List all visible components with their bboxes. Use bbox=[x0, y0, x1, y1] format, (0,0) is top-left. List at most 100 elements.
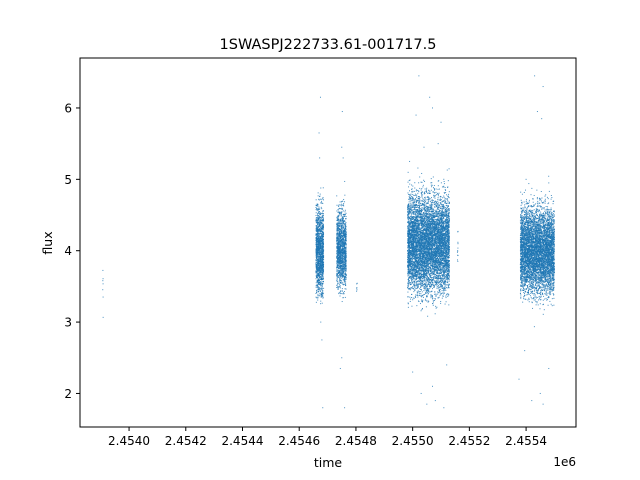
data-point bbox=[339, 212, 340, 213]
data-point bbox=[316, 302, 317, 303]
data-point bbox=[340, 237, 341, 238]
data-point bbox=[430, 283, 431, 284]
data-point bbox=[320, 236, 321, 237]
data-point bbox=[342, 255, 343, 256]
data-point bbox=[336, 260, 337, 261]
data-point bbox=[340, 279, 341, 280]
data-point bbox=[320, 194, 321, 195]
data-point bbox=[337, 216, 338, 217]
data-point bbox=[316, 278, 317, 279]
data-point bbox=[323, 269, 324, 270]
data-point bbox=[346, 247, 347, 248]
data-point bbox=[344, 195, 345, 196]
data-point bbox=[319, 270, 320, 271]
data-point bbox=[433, 279, 434, 280]
data-point bbox=[340, 368, 341, 369]
data-point bbox=[344, 237, 345, 238]
data-point bbox=[417, 193, 418, 194]
data-point bbox=[344, 257, 345, 258]
data-point bbox=[344, 214, 345, 215]
data-point bbox=[437, 291, 438, 292]
data-point bbox=[342, 301, 343, 302]
data-point bbox=[322, 249, 323, 250]
data-point bbox=[340, 283, 341, 284]
data-point bbox=[317, 243, 318, 244]
data-point bbox=[323, 218, 324, 219]
data-point bbox=[319, 196, 320, 197]
data-point bbox=[440, 277, 441, 278]
data-point bbox=[340, 251, 341, 252]
data-point bbox=[322, 225, 323, 226]
data-point bbox=[442, 281, 443, 282]
data-points bbox=[102, 75, 555, 408]
data-point bbox=[337, 271, 338, 272]
data-point bbox=[338, 242, 339, 243]
data-point bbox=[342, 233, 343, 234]
data-point bbox=[322, 223, 323, 224]
data-point bbox=[445, 207, 446, 208]
data-point bbox=[339, 282, 340, 283]
data-point bbox=[320, 237, 321, 238]
data-point bbox=[345, 228, 346, 229]
data-point bbox=[337, 254, 338, 255]
data-point bbox=[322, 248, 323, 249]
data-point bbox=[427, 281, 428, 282]
data-point bbox=[338, 254, 339, 255]
data-point bbox=[316, 258, 317, 259]
data-point bbox=[414, 188, 415, 189]
data-point bbox=[319, 208, 320, 209]
data-point bbox=[344, 271, 345, 272]
data-point bbox=[317, 271, 318, 272]
data-point bbox=[336, 205, 337, 206]
data-point bbox=[341, 222, 342, 223]
data-point bbox=[338, 272, 339, 273]
data-point bbox=[317, 215, 318, 216]
data-point bbox=[343, 284, 344, 285]
data-point bbox=[343, 265, 344, 266]
data-point bbox=[424, 197, 425, 198]
data-point bbox=[341, 248, 342, 249]
data-point bbox=[318, 218, 319, 219]
data-point bbox=[344, 240, 345, 241]
data-point bbox=[410, 301, 411, 302]
data-point bbox=[342, 291, 343, 292]
data-point bbox=[343, 292, 344, 293]
data-point bbox=[341, 261, 342, 262]
data-point bbox=[321, 288, 322, 289]
data-point bbox=[344, 234, 345, 235]
data-point bbox=[346, 279, 347, 280]
data-point bbox=[320, 322, 321, 323]
data-point bbox=[317, 221, 318, 222]
data-point bbox=[316, 282, 317, 283]
data-point bbox=[424, 181, 425, 182]
data-point bbox=[322, 278, 323, 279]
data-point bbox=[103, 317, 104, 318]
data-point bbox=[339, 215, 340, 216]
data-point bbox=[343, 269, 344, 270]
data-point bbox=[339, 233, 340, 234]
data-point bbox=[339, 258, 340, 259]
data-point bbox=[343, 218, 344, 219]
data-point bbox=[316, 242, 317, 243]
data-point bbox=[316, 260, 317, 261]
data-point bbox=[319, 249, 320, 250]
data-point bbox=[412, 283, 413, 284]
data-point bbox=[318, 212, 319, 213]
data-point bbox=[408, 186, 409, 187]
data-point bbox=[337, 233, 338, 234]
data-point bbox=[414, 298, 415, 299]
data-point bbox=[319, 214, 320, 215]
data-point bbox=[322, 294, 323, 295]
data-point bbox=[323, 233, 324, 234]
data-point bbox=[321, 255, 322, 256]
data-point bbox=[343, 226, 344, 227]
data-point bbox=[321, 207, 322, 208]
data-point bbox=[319, 199, 320, 200]
data-point bbox=[345, 238, 346, 239]
data-point bbox=[339, 267, 340, 268]
data-point bbox=[320, 223, 321, 224]
data-point bbox=[342, 268, 343, 269]
data-point bbox=[318, 284, 319, 285]
data-point bbox=[345, 259, 346, 260]
